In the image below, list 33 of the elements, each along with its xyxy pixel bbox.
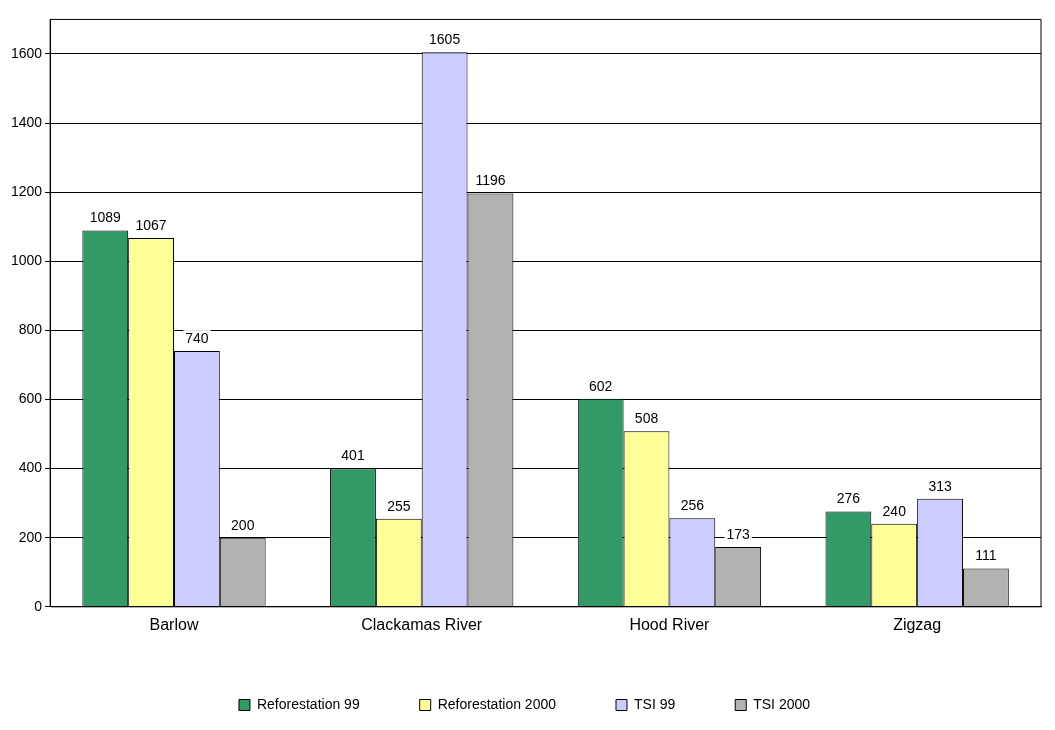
data-label: 508 xyxy=(634,410,659,427)
data-label: 200 xyxy=(231,516,255,533)
data-label: 401 xyxy=(341,447,365,464)
x-tick-label: Hood River xyxy=(629,615,711,633)
x-tick-label: Clackamas River xyxy=(361,615,483,633)
legend-label: Reforestation 99 xyxy=(256,695,360,712)
data-label: 740 xyxy=(185,329,209,346)
data-label: 111 xyxy=(975,547,997,564)
data-label: 256 xyxy=(680,497,705,514)
data-label: 602 xyxy=(589,377,613,394)
y-tick-label: 1600 xyxy=(10,44,43,61)
y-tick-label: 1000 xyxy=(10,252,43,269)
x-tick-label: Barlow xyxy=(149,615,199,633)
data-label: 255 xyxy=(387,497,411,514)
y-tick-label: 0 xyxy=(34,597,43,614)
legend-label: Reforestation 2000 xyxy=(437,695,557,712)
y-tick-label: 800 xyxy=(18,321,43,338)
data-label: 1605 xyxy=(429,31,461,48)
y-tick-label: 1200 xyxy=(10,183,43,200)
data-label: 276 xyxy=(836,490,861,507)
data-label: 1067 xyxy=(135,216,167,233)
data-label: 313 xyxy=(928,477,952,494)
legend-label: TSI 2000 xyxy=(753,695,811,712)
y-tick-label: 600 xyxy=(18,390,43,407)
data-label: 173 xyxy=(726,525,751,542)
data-label: 240 xyxy=(882,502,907,519)
y-tick-label: 1400 xyxy=(10,113,43,130)
data-label: 1196 xyxy=(475,172,506,189)
legend-label: TSI 99 xyxy=(633,695,676,712)
x-tick-label: Zigzag xyxy=(893,615,942,633)
y-tick-label: 200 xyxy=(18,528,43,545)
data-label: 1089 xyxy=(89,209,122,226)
y-tick-label: 400 xyxy=(18,459,43,476)
